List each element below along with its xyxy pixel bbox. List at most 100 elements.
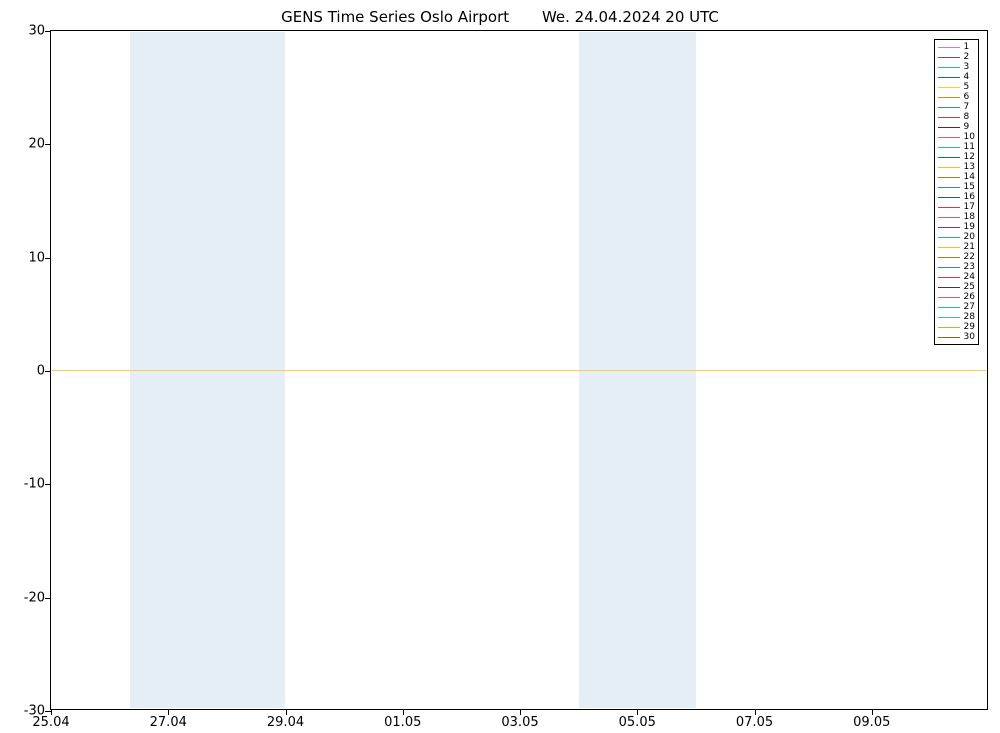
chart-title-group: GENS Time Series Oslo Airport We. 24.04.… [0,8,1000,26]
legend-swatch [938,307,960,308]
legend-entry: 4 [938,72,975,82]
y-tick-label: 10 [28,250,45,265]
legend-swatch [938,117,960,118]
legend-label: 30 [964,332,975,342]
y-tick-label: 0 [37,364,45,379]
legend-label: 19 [964,222,975,232]
legend-swatch [938,287,960,288]
x-tick-label: 01.05 [384,715,421,730]
legend-swatch [938,127,960,128]
legend-entry: 13 [938,162,975,172]
y-tick [45,144,51,145]
x-tick-label: 03.05 [501,715,538,730]
legend-swatch [938,237,960,238]
x-tick-label: 29.04 [267,715,304,730]
legend-label: 2 [964,52,970,62]
legend-entry: 29 [938,322,975,332]
legend-swatch [938,167,960,168]
legend-entry: 5 [938,82,975,92]
legend-entry: 20 [938,232,975,242]
legend-swatch [938,227,960,228]
legend-swatch [938,257,960,258]
legend-swatch [938,147,960,148]
legend-label: 29 [964,322,975,332]
legend-swatch [938,267,960,268]
legend-swatch [938,47,960,48]
legend-label: 21 [964,242,975,252]
legend-entry: 25 [938,282,975,292]
legend-entry: 21 [938,242,975,252]
legend-label: 20 [964,232,975,242]
title-right: We. 24.04.2024 20 UTC [542,8,719,26]
legend-swatch [938,137,960,138]
legend-entry: 18 [938,212,975,222]
legend-label: 11 [964,142,975,152]
legend-label: 9 [964,122,970,132]
x-tick-label: 07.05 [736,715,773,730]
x-tick-label: 27.04 [150,715,187,730]
legend-label: 22 [964,252,975,262]
y-tick [45,598,51,599]
legend-entry: 28 [938,312,975,322]
legend-entry: 30 [938,332,975,342]
legend-entry: 2 [938,52,975,62]
legend-label: 4 [964,72,970,82]
legend-entry: 15 [938,182,975,192]
legend-entry: 26 [938,292,975,302]
legend-entry: 6 [938,92,975,102]
legend-entry: 1 [938,42,975,52]
y-tick-label: -20 [24,590,45,605]
legend-label: 10 [964,132,975,142]
legend-swatch [938,207,960,208]
x-tick-label: 05.05 [619,715,656,730]
legend: 1234567891011121314151617181920212223242… [934,39,979,345]
legend-entry: 17 [938,202,975,212]
y-tick-label: 30 [28,24,45,39]
legend-label: 25 [964,282,975,292]
x-tick-label: 25.04 [32,715,69,730]
legend-swatch [938,297,960,298]
legend-label: 26 [964,292,975,302]
legend-entry: 12 [938,152,975,162]
legend-label: 12 [964,152,975,162]
legend-label: 8 [964,112,970,122]
legend-entry: 8 [938,112,975,122]
legend-swatch [938,107,960,108]
legend-label: 28 [964,312,975,322]
y-tick [45,258,51,259]
y-tick-label: -10 [24,477,45,492]
legend-label: 7 [964,102,970,112]
legend-label: 1 [964,42,970,52]
legend-swatch [938,67,960,68]
legend-entry: 16 [938,192,975,202]
legend-label: 16 [964,192,975,202]
plot-area: -30-20-10010203025.0427.0429.0401.0503.0… [50,30,988,710]
legend-label: 18 [964,212,975,222]
y-tick-label: 20 [28,137,45,152]
legend-entry: 9 [938,122,975,132]
legend-label: 23 [964,262,975,272]
legend-entry: 27 [938,302,975,312]
legend-swatch [938,77,960,78]
legend-entry: 22 [938,252,975,262]
legend-label: 27 [964,302,975,312]
zero-reference-line [52,370,986,371]
legend-entry: 7 [938,102,975,112]
legend-swatch [938,87,960,88]
chart-container: GENS Time Series Oslo Airport We. 24.04.… [0,0,1000,733]
legend-swatch [938,337,960,338]
legend-label: 13 [964,162,975,172]
legend-swatch [938,247,960,248]
legend-label: 17 [964,202,975,212]
title-left: GENS Time Series Oslo Airport [281,8,509,26]
y-tick [45,484,51,485]
legend-label: 15 [964,182,975,192]
legend-label: 6 [964,92,970,102]
legend-entry: 3 [938,62,975,72]
legend-swatch [938,317,960,318]
legend-label: 24 [964,272,975,282]
legend-label: 3 [964,62,970,72]
legend-label: 5 [964,82,970,92]
y-tick [45,371,51,372]
legend-label: 14 [964,172,975,182]
